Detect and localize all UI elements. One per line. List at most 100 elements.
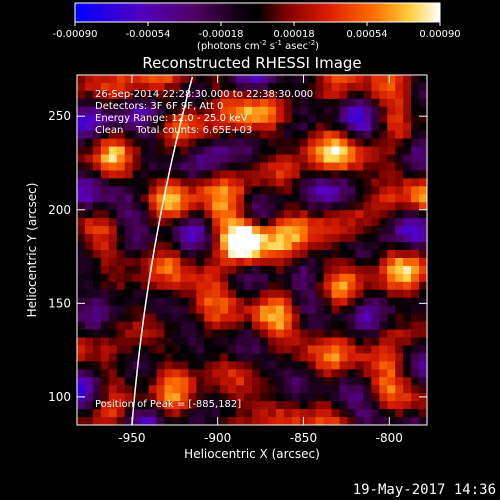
heatmap-cell [331,345,341,354]
x-tick-label: -850 [290,431,317,445]
heatmap-cell [148,114,158,124]
heatmap-cell [100,162,110,172]
heatmap-cell [331,114,341,124]
heatmap-cell [116,234,126,243]
heatmap-cell [403,409,412,418]
heatmap-cell [132,377,142,386]
heatmap-cell [339,138,349,148]
heatmap-cell [204,377,213,386]
heatmap-cell [379,106,388,116]
heatmap-cell [252,305,261,315]
heatmap-cell [395,281,404,291]
heatmap-cell [220,250,229,259]
heatmap-cell [363,202,372,211]
heatmap-cell [371,242,380,251]
heatmap-cell [379,377,388,386]
heatmap-cell [77,369,86,378]
heatmap-cell [379,226,388,235]
heatmap-cell [220,194,229,203]
heatmap-cell [371,250,380,259]
heatmap-cell [379,178,388,187]
heatmap-cell [283,218,293,227]
heatmap-cell [124,265,134,275]
heatmap-cell [323,202,333,211]
heatmap-cell [331,385,341,394]
heatmap-cell [132,218,142,227]
heatmap-cell [220,385,229,394]
heatmap-cell [196,329,205,339]
heatmap-cell [387,138,396,148]
heatmap-cell [172,114,181,124]
heatmap-cell [331,98,341,108]
heatmap-cell [275,369,285,378]
heatmap-cell [371,305,380,315]
heatmap-cell [148,305,158,315]
heatmap-cell [323,409,333,418]
heatmap-cell [379,114,388,124]
heatmap-cell [355,329,364,339]
heatmap-cell [100,202,110,211]
heatmap-cell [244,305,253,315]
heatmap-cell [371,297,380,307]
heatmap-cell [355,257,364,267]
heatmap-cell [92,329,102,339]
heatmap-cell [196,178,205,187]
heatmap-cell [299,409,309,418]
heatmap-cell [220,162,229,172]
heatmap-cell [108,417,118,425]
heatmap-cell [355,114,364,124]
heatmap-cell [283,98,293,108]
heatmap-cell [172,90,181,100]
heatmap-cell [100,289,110,299]
heatmap-cell [108,305,118,315]
heatmap-cell [92,218,102,227]
heatmap-cell [307,385,317,394]
heatmap-cell [116,202,126,211]
heatmap-cell [236,186,245,195]
heatmap-cell [387,234,396,243]
heatmap-cell [363,170,372,179]
heatmap-cell [355,75,364,84]
heatmap-cell [156,114,166,124]
heatmap-cell [403,75,412,84]
heatmap-cell [387,257,396,267]
heatmap-cell [403,178,412,187]
heatmap-cell [148,75,158,84]
heatmap-cell [140,106,150,116]
heatmap-cell [315,154,325,164]
heatmap-cell [172,361,181,370]
heatmap-cell [395,409,404,418]
heatmap-cell [395,401,404,410]
heatmap-cell [140,297,150,307]
heatmap-cell [355,202,364,211]
heatmap-cell [148,385,158,394]
heatmap-cell [172,75,181,84]
heatmap-cell [148,265,158,275]
heatmap-cell [379,417,388,425]
heatmap-cell [379,257,388,267]
heatmap-cell [339,146,349,156]
heatmap-cell [323,114,333,124]
heatmap-cell [347,273,356,283]
heatmap-cell [275,178,285,187]
heatmap-cell [307,313,317,323]
heatmap-cell [275,202,285,211]
heatmap-cell [220,305,229,315]
x-tick-label: -950 [118,431,145,445]
heatmap-cell [84,257,94,267]
heatmap-cell [140,385,150,394]
heatmap-cell [100,409,110,418]
heatmap-cell [275,234,285,243]
heatmap-cell [108,154,118,164]
heatmap-cell [164,369,174,378]
heatmap-cell [395,138,404,148]
heatmap-cell [164,297,174,307]
heatmap-cell [132,210,142,219]
heatmap-cell [132,345,142,354]
heatmap-cell [116,194,126,203]
heatmap-cell [291,337,301,347]
heatmap-cell [355,265,364,275]
heatmap-cell [180,154,189,164]
heatmap-cell [355,218,364,227]
heatmap-cell [387,226,396,235]
